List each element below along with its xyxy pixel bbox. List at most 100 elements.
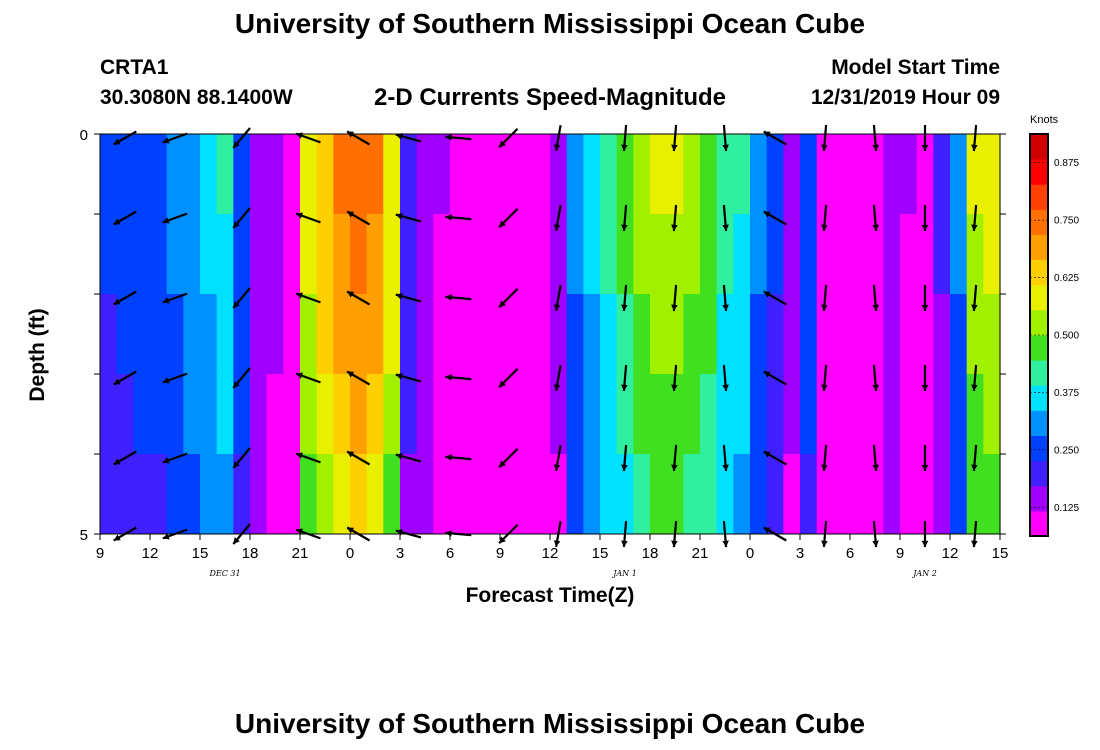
heatmap-cell bbox=[616, 374, 634, 455]
heatmap-cell bbox=[433, 294, 451, 375]
heatmap-cell bbox=[133, 454, 151, 535]
x-axis: 9 12 15 18 21 0 3 6 9 12 15 18 21 0 3 6 9 12 15 DEC 31 JAN 1… bbox=[96, 534, 1008, 578]
arrow-head bbox=[347, 211, 355, 218]
heatmap-cell bbox=[766, 374, 784, 455]
arrow-head bbox=[921, 540, 929, 547]
current-arrow bbox=[232, 287, 251, 309]
current-arrow bbox=[872, 284, 879, 312]
heatmap-cell bbox=[100, 374, 118, 455]
heatmap-cell bbox=[433, 134, 451, 215]
current-arrow bbox=[445, 374, 472, 381]
colorbar-segment bbox=[1030, 510, 1048, 537]
current-arrow bbox=[498, 208, 519, 228]
current-arrow bbox=[872, 124, 879, 152]
current-arrow bbox=[395, 293, 422, 303]
heatmap-cell bbox=[833, 294, 851, 375]
arrow-head bbox=[763, 371, 771, 378]
arrow-head bbox=[296, 372, 303, 379]
heatmap-cell bbox=[866, 134, 884, 215]
heatmap-cell bbox=[450, 374, 468, 455]
heatmap-cell bbox=[750, 294, 768, 375]
arrow-head bbox=[395, 213, 403, 220]
arrow-head bbox=[162, 533, 170, 540]
arrow-head bbox=[671, 224, 678, 231]
heatmap-cell bbox=[716, 134, 734, 215]
heatmap-cell bbox=[616, 454, 634, 535]
heatmap-cell bbox=[316, 374, 334, 455]
current-arrow bbox=[162, 452, 188, 464]
heatmap-cell bbox=[300, 214, 318, 295]
heatmap-cell bbox=[600, 374, 618, 455]
heatmap-cell bbox=[133, 294, 151, 375]
heatmap-cell bbox=[866, 454, 884, 535]
current-arrow bbox=[821, 364, 828, 392]
heatmap-cell bbox=[450, 134, 468, 215]
arrow-head bbox=[113, 378, 121, 385]
arrow-head bbox=[971, 224, 978, 231]
footer-title: University of Southern Mississippi Ocean… bbox=[234, 708, 866, 739]
x-tick-label: 21 bbox=[292, 545, 309, 562]
current-arrow bbox=[295, 292, 321, 304]
current-arrow bbox=[722, 444, 729, 472]
heatmap-cell bbox=[233, 374, 251, 455]
current-arrow bbox=[113, 210, 137, 226]
heatmap-cell bbox=[566, 374, 584, 455]
heatmap-cell bbox=[416, 454, 434, 535]
heatmap-cell bbox=[800, 134, 818, 215]
heatmap-cell bbox=[366, 454, 384, 535]
arrow-head bbox=[499, 300, 506, 308]
heatmap-cell bbox=[966, 134, 984, 215]
heatmap-cell bbox=[616, 134, 634, 215]
current-arrow bbox=[498, 128, 519, 148]
date-label: DEC 31 bbox=[208, 569, 240, 578]
arrow-head bbox=[499, 460, 506, 468]
arrow-head bbox=[395, 293, 403, 300]
arrow-head bbox=[671, 144, 678, 151]
arrow-head bbox=[921, 464, 929, 471]
heatmap-cell bbox=[583, 134, 601, 215]
colorbar-segment bbox=[1030, 385, 1048, 411]
heatmap-cell bbox=[183, 374, 201, 455]
current-arrow bbox=[162, 372, 188, 384]
heatmap-cell bbox=[583, 374, 601, 455]
heatmap-cell bbox=[316, 134, 334, 215]
arrow-head bbox=[971, 144, 978, 151]
heatmap-cell bbox=[900, 454, 918, 535]
colorbar-segment bbox=[1030, 259, 1048, 286]
heatmap-cell bbox=[600, 294, 618, 375]
current-arrow bbox=[671, 124, 678, 152]
heatmap-cell bbox=[483, 454, 501, 535]
colorbar-label: 0.250 bbox=[1054, 445, 1079, 456]
arrow-head bbox=[296, 292, 303, 299]
heatmap-cell bbox=[533, 214, 551, 295]
arrow-head bbox=[821, 540, 828, 547]
heatmap-cell bbox=[166, 214, 184, 295]
heatmap-cell bbox=[816, 374, 834, 455]
x-tick-label: 0 bbox=[346, 545, 354, 562]
heatmap-cell bbox=[766, 454, 784, 535]
heatmap-cell bbox=[266, 454, 284, 535]
arrow-head bbox=[621, 384, 628, 391]
colorbar-segment bbox=[1030, 435, 1048, 462]
heatmap-cell bbox=[966, 454, 984, 535]
arrow-head bbox=[821, 384, 828, 391]
arrow-head bbox=[499, 220, 506, 228]
current-arrow bbox=[395, 373, 422, 383]
arrow-head bbox=[872, 384, 879, 391]
heatmap-cell bbox=[700, 454, 718, 535]
current-arrow bbox=[498, 288, 519, 308]
heatmap-cell bbox=[850, 454, 868, 535]
current-arrow bbox=[445, 214, 472, 221]
heatmap-cell bbox=[183, 454, 201, 535]
heatmap-cell bbox=[550, 454, 568, 535]
heatmap-cell bbox=[766, 134, 784, 215]
heatmap-cell bbox=[200, 294, 218, 375]
heatmap-cell bbox=[750, 374, 768, 455]
heatmap-cell bbox=[650, 214, 668, 295]
arrow-head bbox=[722, 144, 729, 151]
arrow-head bbox=[621, 464, 628, 471]
heatmap-cell bbox=[700, 134, 718, 215]
heatmap-cell bbox=[350, 294, 368, 375]
heatmap-cell bbox=[850, 214, 868, 295]
heatmap-cell bbox=[700, 294, 718, 375]
